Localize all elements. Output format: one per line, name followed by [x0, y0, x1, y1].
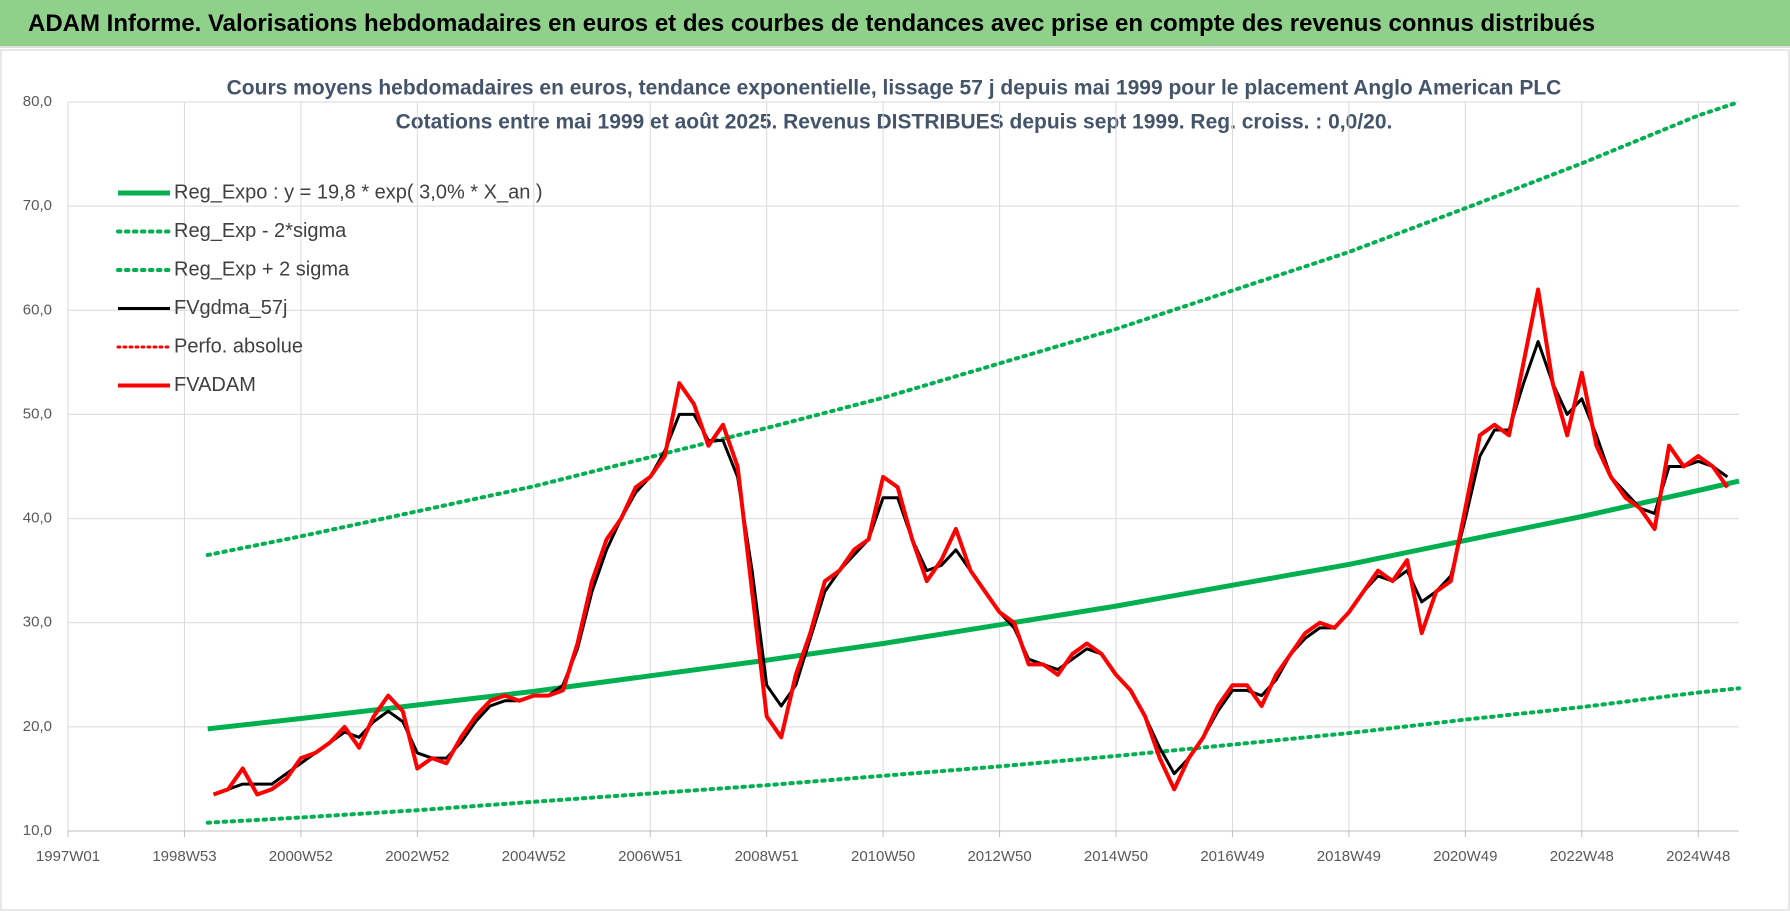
- legend-label: FVgdma_57j: [174, 297, 287, 319]
- x-tick-label: 2012W50: [967, 848, 1031, 865]
- x-tick-label: 2000W52: [269, 848, 333, 865]
- chart-frame: [0, 49, 1790, 911]
- x-tick-label: 2004W52: [502, 848, 566, 865]
- legend-label: Reg_Exp - 2*sigma: [174, 220, 347, 242]
- chart-title: Cours moyens hebdomadaires en euros, ten…: [227, 77, 1562, 100]
- y-tick-label: 20,0: [23, 718, 52, 735]
- legend-label: Reg_Expo : y = 19,8 * exp( 3,0% * X_an ): [174, 181, 543, 203]
- x-tick-label: 2010W50: [851, 848, 915, 865]
- x-tick-label: 2024W48: [1666, 848, 1730, 865]
- x-tick-label: 2014W50: [1084, 848, 1148, 865]
- x-tick-label: 2022W48: [1550, 848, 1614, 865]
- chart-subtitle: Cotations entre mai 1999 et août 2025. R…: [396, 111, 1393, 134]
- x-tick-label: 2008W51: [735, 848, 799, 865]
- series-line: [212, 287, 1730, 797]
- y-tick-label: 10,0: [23, 822, 52, 839]
- x-tick-label: 2016W49: [1200, 848, 1264, 865]
- legend-label: Reg_Exp + 2 sigma: [174, 258, 350, 280]
- header-title: ADAM Informe. Valorisations hebdomadaire…: [28, 10, 1596, 37]
- x-tick-label: 1998W53: [152, 848, 216, 865]
- y-tick-label: 60,0: [23, 301, 52, 318]
- y-tick-label: 80,0: [23, 93, 52, 110]
- banner: ADAM Informe. Valorisations hebdomadaire…: [0, 0, 1790, 48]
- x-tick-label: 2018W49: [1317, 848, 1381, 865]
- x-tick-label: 2020W49: [1433, 848, 1497, 865]
- series-line: [205, 100, 1741, 557]
- series-line: [205, 686, 1741, 825]
- x-tick-label: 2002W52: [385, 848, 449, 865]
- y-tick-label: 40,0: [23, 510, 52, 527]
- x-tick-label: 2006W51: [618, 848, 682, 865]
- series-line: [207, 478, 1740, 732]
- legend-label: FVADAM: [174, 374, 256, 396]
- y-tick-label: 70,0: [23, 197, 52, 214]
- legend-label: Perfo. absolue: [174, 335, 303, 357]
- y-tick-label: 30,0: [23, 614, 52, 631]
- y-tick-label: 50,0: [23, 405, 52, 422]
- x-tick-label: 1997W01: [36, 848, 100, 865]
